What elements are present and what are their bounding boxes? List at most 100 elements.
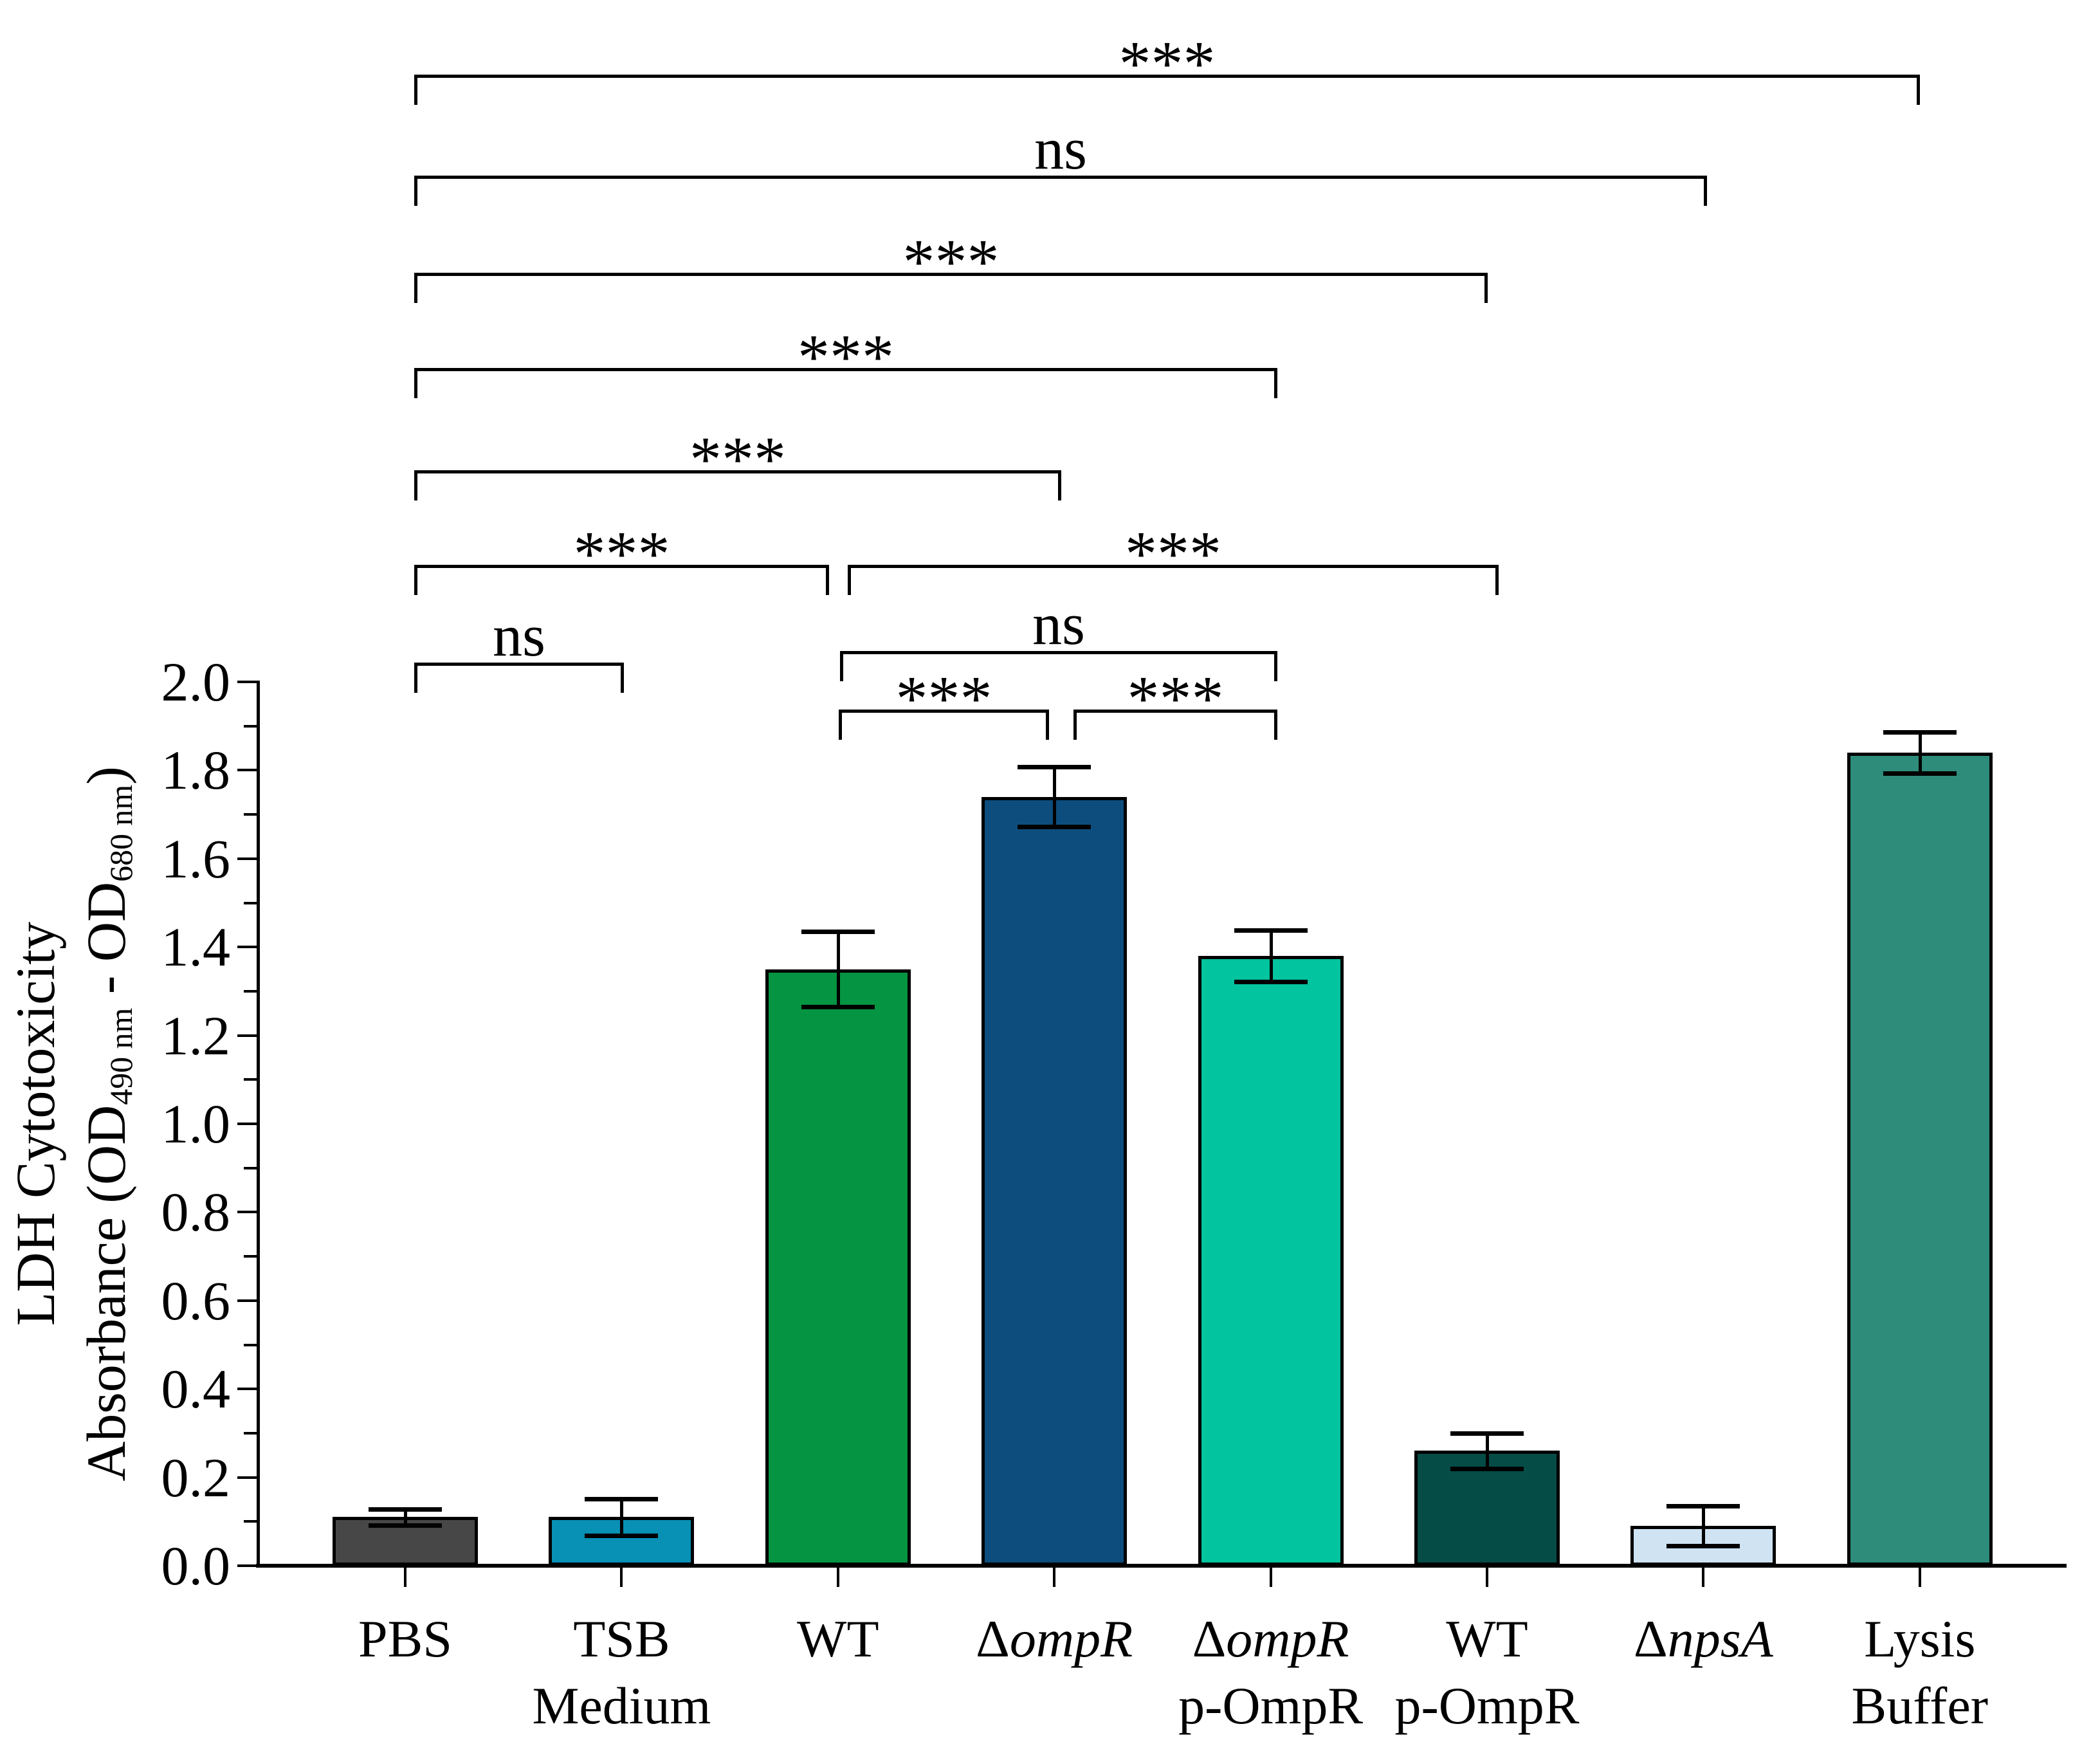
x-tick-pbs: [404, 1568, 406, 1587]
sig-bracket-tick: [839, 713, 842, 740]
sig-label-10: ***: [1127, 663, 1224, 734]
y-major-tick: [237, 769, 257, 772]
y-minor-tick: [244, 1520, 257, 1523]
error-cap-bottom-wt: [801, 1004, 875, 1009]
sig-bracket-tick: [1274, 654, 1277, 681]
y-minor-tick: [244, 1078, 257, 1081]
sig-label-8: ns: [493, 603, 545, 668]
x-axis-line: [256, 1564, 2067, 1568]
error-cap-bottom-tsb-medium: [585, 1534, 659, 1539]
error-cap-top-delta-ompr: [1018, 764, 1091, 769]
error-cap-top-delta-ompr-p-ompr: [1234, 928, 1308, 933]
sig-label-7: ns: [1032, 591, 1085, 657]
sig-bracket-tick: [414, 78, 417, 105]
error-cap-top-lysis-buffer: [1883, 729, 1957, 735]
x-label-wt: WT: [797, 1609, 879, 1668]
y-major-tick: [237, 1564, 257, 1567]
sig-bracket-9: [839, 710, 1049, 740]
y-tick-label: 1.6: [161, 827, 231, 890]
sig-label-5: ***: [573, 518, 670, 589]
x-label-delta-npsa: ΔnpsA: [1634, 1609, 1773, 1668]
error-cap-bottom-delta-npsa: [1666, 1544, 1740, 1549]
sig-bracket-10: [1073, 710, 1277, 740]
error-bar-wt: [836, 931, 840, 1007]
sig-bracket-tick: [1917, 78, 1920, 105]
y-tick-label: 0.0: [161, 1535, 231, 1597]
x-label-wt-p-ompr: WT p-OmpR: [1394, 1609, 1580, 1735]
error-cap-bottom-pbs: [369, 1523, 442, 1528]
y-major-tick: [237, 1476, 257, 1479]
error-cap-top-wt: [801, 930, 875, 935]
x-tick-lysis-buffer: [1918, 1568, 1921, 1587]
error-bar-delta-npsa: [1702, 1506, 1706, 1546]
bar-delta-ompr-p-ompr: [1198, 956, 1344, 1566]
sig-bracket-1: [414, 176, 1707, 206]
sig-bracket-3: [414, 368, 1277, 398]
error-cap-top-tsb-medium: [585, 1496, 659, 1501]
error-bar-delta-ompr-p-ompr: [1269, 930, 1273, 982]
sig-bracket-8: [414, 663, 624, 693]
x-label-pbs: PBS: [358, 1609, 452, 1668]
sig-bracket-tick: [414, 666, 417, 693]
y-tick-label: 1.2: [161, 1004, 231, 1067]
y-tick-label: 0.4: [161, 1358, 231, 1420]
y-tick-label: 0.2: [161, 1446, 231, 1508]
y-tick-label: 1.8: [161, 739, 231, 802]
sig-bracket-tick: [414, 568, 417, 595]
sig-bracket-tick: [840, 654, 843, 681]
sig-bracket-tick: [414, 371, 417, 398]
error-cap-top-delta-npsa: [1666, 1504, 1740, 1509]
sig-label-9: ***: [895, 663, 992, 734]
sig-label-3: ***: [798, 321, 894, 392]
x-tick-delta-ompr: [1053, 1568, 1056, 1587]
sig-bracket-5: [414, 565, 829, 595]
sig-bracket-tick: [1495, 568, 1499, 595]
sig-bracket-tick: [848, 568, 851, 595]
y-major-tick: [237, 946, 257, 949]
x-label-lysis-buffer: Lysis Buffer: [1851, 1609, 1989, 1735]
x-tick-tsb-medium: [620, 1568, 623, 1587]
sig-bracket-tick: [414, 179, 417, 206]
sig-bracket-2: [414, 273, 1488, 303]
sig-bracket-tick: [414, 473, 417, 500]
y-axis-line: [257, 681, 260, 1568]
sig-label-1: ns: [1034, 116, 1087, 181]
error-cap-bottom-lysis-buffer: [1883, 771, 1957, 776]
y-minor-tick: [244, 901, 257, 904]
sig-bracket-tick: [1274, 371, 1277, 398]
x-label-tsb-medium: TSB Medium: [532, 1609, 711, 1735]
y-tick-label: 1.0: [161, 1093, 231, 1155]
y-minor-tick: [244, 1343, 257, 1346]
x-tick-wt: [836, 1568, 839, 1587]
sig-label-2: ***: [902, 226, 1000, 297]
y-major-tick: [237, 681, 257, 683]
sig-label-0: ***: [1118, 28, 1216, 99]
y-minor-tick: [244, 989, 257, 993]
bar-lysis-buffer: [1847, 753, 1993, 1566]
bar-delta-ompr: [982, 797, 1128, 1566]
y-major-tick: [237, 1299, 257, 1302]
error-bar-lysis-buffer: [1918, 731, 1922, 774]
y-tick-label: 0.8: [161, 1181, 231, 1243]
sig-bracket-tick: [826, 568, 829, 595]
sig-bracket-6: [848, 565, 1499, 595]
sig-bracket-tick: [621, 666, 624, 693]
sig-bracket-tick: [414, 276, 417, 303]
sig-bracket-4: [414, 470, 1061, 500]
sig-label-4: ***: [689, 423, 786, 495]
y-minor-tick: [244, 813, 257, 816]
error-cap-top-pbs: [369, 1507, 442, 1512]
sig-bracket-0: [414, 75, 1920, 105]
y-minor-tick: [244, 1431, 257, 1435]
y-minor-tick: [244, 724, 257, 728]
y-tick-label: 0.6: [161, 1269, 231, 1332]
y-tick-label: 2.0: [161, 651, 231, 713]
sig-bracket-tick: [1704, 179, 1707, 206]
sig-bracket-tick: [1274, 713, 1277, 740]
sig-bracket-tick: [1046, 713, 1049, 740]
y-major-tick: [237, 1211, 257, 1214]
error-bar-delta-ompr: [1053, 766, 1057, 827]
x-label-delta-ompr-p-ompr: ΔompR p-OmpR: [1178, 1609, 1364, 1735]
